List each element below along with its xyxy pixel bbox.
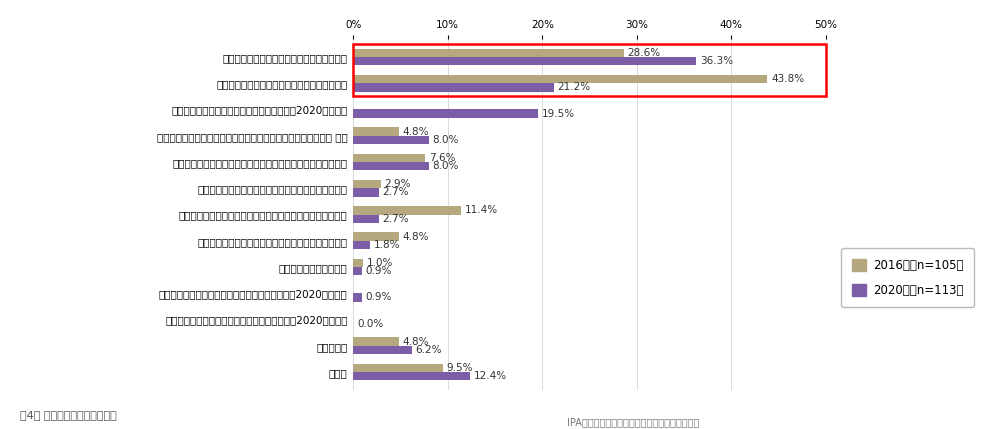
Bar bbox=[353, 75, 766, 83]
Text: 19.5%: 19.5% bbox=[541, 109, 574, 119]
Bar bbox=[353, 206, 460, 214]
Bar bbox=[353, 136, 428, 144]
Text: 43.8%: 43.8% bbox=[770, 74, 803, 84]
Text: 1.8%: 1.8% bbox=[374, 240, 401, 250]
Legend: 2016年（n=105）, 2020年（n=113）: 2016年（n=105）, 2020年（n=113） bbox=[840, 248, 973, 308]
Text: 6.2%: 6.2% bbox=[415, 345, 441, 355]
Bar bbox=[353, 57, 696, 65]
Bar bbox=[353, 180, 381, 188]
Bar bbox=[353, 127, 399, 136]
Text: 図4： 営業秘密の漏えいルート: 図4： 営業秘密の漏えいルート bbox=[20, 410, 116, 420]
Bar bbox=[353, 233, 399, 241]
Bar bbox=[353, 48, 623, 57]
Text: 8.0%: 8.0% bbox=[432, 161, 458, 171]
Bar bbox=[353, 44, 825, 97]
Text: 4.8%: 4.8% bbox=[402, 337, 428, 347]
Bar bbox=[353, 293, 362, 302]
Text: 0.9%: 0.9% bbox=[365, 266, 392, 276]
Bar bbox=[353, 214, 379, 223]
Text: 0.0%: 0.0% bbox=[357, 319, 383, 329]
Text: 4.8%: 4.8% bbox=[402, 127, 428, 136]
Text: 36.3%: 36.3% bbox=[700, 56, 733, 66]
Text: 2.9%: 2.9% bbox=[384, 179, 411, 189]
Text: 2.7%: 2.7% bbox=[382, 214, 409, 224]
Bar bbox=[353, 188, 379, 196]
Text: IPA企業における営業秘密管理に関する実態調査: IPA企業における営業秘密管理に関する実態調査 bbox=[567, 417, 699, 427]
Bar bbox=[353, 241, 370, 249]
Text: 9.5%: 9.5% bbox=[446, 363, 473, 373]
Text: 8.0%: 8.0% bbox=[432, 135, 458, 145]
Bar bbox=[353, 154, 424, 162]
Text: 21.2%: 21.2% bbox=[557, 82, 589, 92]
Bar bbox=[353, 372, 470, 381]
Text: 11.4%: 11.4% bbox=[464, 205, 497, 215]
Bar bbox=[353, 162, 428, 170]
Text: 0.9%: 0.9% bbox=[365, 293, 392, 302]
Bar bbox=[353, 109, 537, 118]
Text: 7.6%: 7.6% bbox=[428, 153, 455, 163]
Bar bbox=[353, 346, 412, 354]
Bar bbox=[353, 364, 442, 372]
Bar bbox=[353, 259, 362, 267]
Bar bbox=[353, 83, 553, 92]
Text: 1.0%: 1.0% bbox=[366, 258, 393, 268]
Bar bbox=[353, 337, 399, 346]
Text: 2.7%: 2.7% bbox=[382, 187, 409, 197]
Text: 12.4%: 12.4% bbox=[474, 371, 507, 381]
Bar bbox=[353, 267, 362, 275]
Text: 4.8%: 4.8% bbox=[402, 232, 428, 242]
Text: 28.6%: 28.6% bbox=[626, 48, 660, 58]
